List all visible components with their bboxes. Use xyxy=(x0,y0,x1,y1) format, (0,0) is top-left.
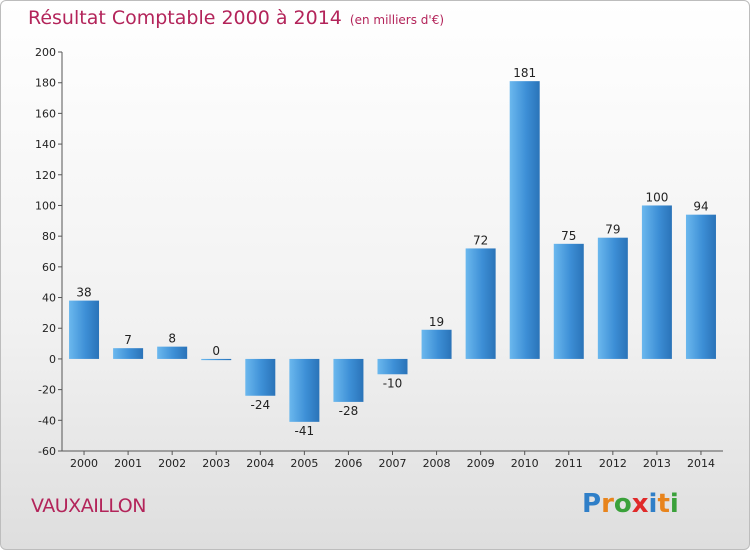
bar xyxy=(597,237,628,359)
y-tick-label: 20 xyxy=(42,322,56,335)
bar xyxy=(201,358,232,361)
data-label: -41 xyxy=(295,424,315,438)
chart-subtitle: (en milliers d'€) xyxy=(349,13,445,27)
y-tick-label: -20 xyxy=(38,384,56,397)
bar xyxy=(421,329,452,359)
x-tick-label: 2006 xyxy=(334,457,362,470)
x-tick-label: 2000 xyxy=(70,457,98,470)
data-label: -28 xyxy=(339,404,359,418)
logo-letter: i xyxy=(648,489,658,519)
y-tick-label: -40 xyxy=(38,414,56,427)
data-label: 0 xyxy=(212,344,220,358)
x-tick-label: 2001 xyxy=(114,457,142,470)
x-tick-label: 2002 xyxy=(158,457,186,470)
bar xyxy=(245,358,276,396)
bar xyxy=(685,214,716,359)
y-tick-label: 60 xyxy=(42,261,56,274)
x-tick-label: 2013 xyxy=(643,457,671,470)
logo-letter: P xyxy=(582,489,602,519)
data-label: 7 xyxy=(124,333,132,347)
bar xyxy=(157,346,188,359)
bar xyxy=(377,358,408,375)
y-tick-label: 80 xyxy=(42,230,56,243)
data-label: 19 xyxy=(429,315,444,329)
x-tick-label: 2004 xyxy=(246,457,274,470)
x-tick-label: 2008 xyxy=(423,457,451,470)
data-label: -24 xyxy=(250,398,270,412)
x-tick-label: 2011 xyxy=(555,457,583,470)
y-tick-label: 0 xyxy=(49,353,56,366)
data-label: -10 xyxy=(383,376,403,390)
data-label: 38 xyxy=(76,286,91,300)
y-tick-label: 200 xyxy=(35,46,56,59)
y-tick-label: 40 xyxy=(42,292,56,305)
bar xyxy=(333,358,364,402)
x-tick-label: 2009 xyxy=(467,457,495,470)
logo-letter: i xyxy=(669,489,679,519)
logo-letter: t xyxy=(657,489,670,519)
bar xyxy=(69,300,100,359)
bar xyxy=(509,81,540,359)
data-label: 8 xyxy=(168,332,176,346)
x-tick-label: 2014 xyxy=(687,457,715,470)
proxiti-logo: Proxiti xyxy=(582,489,679,519)
bar xyxy=(553,243,584,359)
data-label: 79 xyxy=(605,223,620,237)
x-tick-label: 2003 xyxy=(202,457,230,470)
bar xyxy=(289,358,320,422)
x-tick-label: 2005 xyxy=(290,457,318,470)
logo-letter: o xyxy=(613,489,632,519)
data-label: 181 xyxy=(513,66,536,80)
data-label: 100 xyxy=(645,190,668,204)
data-label: 75 xyxy=(561,229,576,243)
data-label: 94 xyxy=(693,200,708,214)
y-tick-label: 100 xyxy=(35,199,56,212)
bar xyxy=(641,205,672,359)
x-tick-label: 2012 xyxy=(599,457,627,470)
y-tick-label: -60 xyxy=(38,445,56,458)
x-tick-label: 2010 xyxy=(511,457,539,470)
y-tick-label: 160 xyxy=(35,107,56,120)
bar xyxy=(113,348,144,359)
logo-letter: r xyxy=(601,489,614,519)
y-tick-label: 120 xyxy=(35,169,56,182)
data-label: 72 xyxy=(473,233,488,247)
y-tick-label: 180 xyxy=(35,77,56,90)
bar xyxy=(465,248,496,359)
y-tick-label: 140 xyxy=(35,138,56,151)
x-tick-label: 2007 xyxy=(379,457,407,470)
chart-title: Résultat Comptable 2000 à 2014 (en millie… xyxy=(28,7,445,29)
logo-letter: x xyxy=(631,489,649,519)
place-name: VAUXAILLON xyxy=(31,495,146,517)
